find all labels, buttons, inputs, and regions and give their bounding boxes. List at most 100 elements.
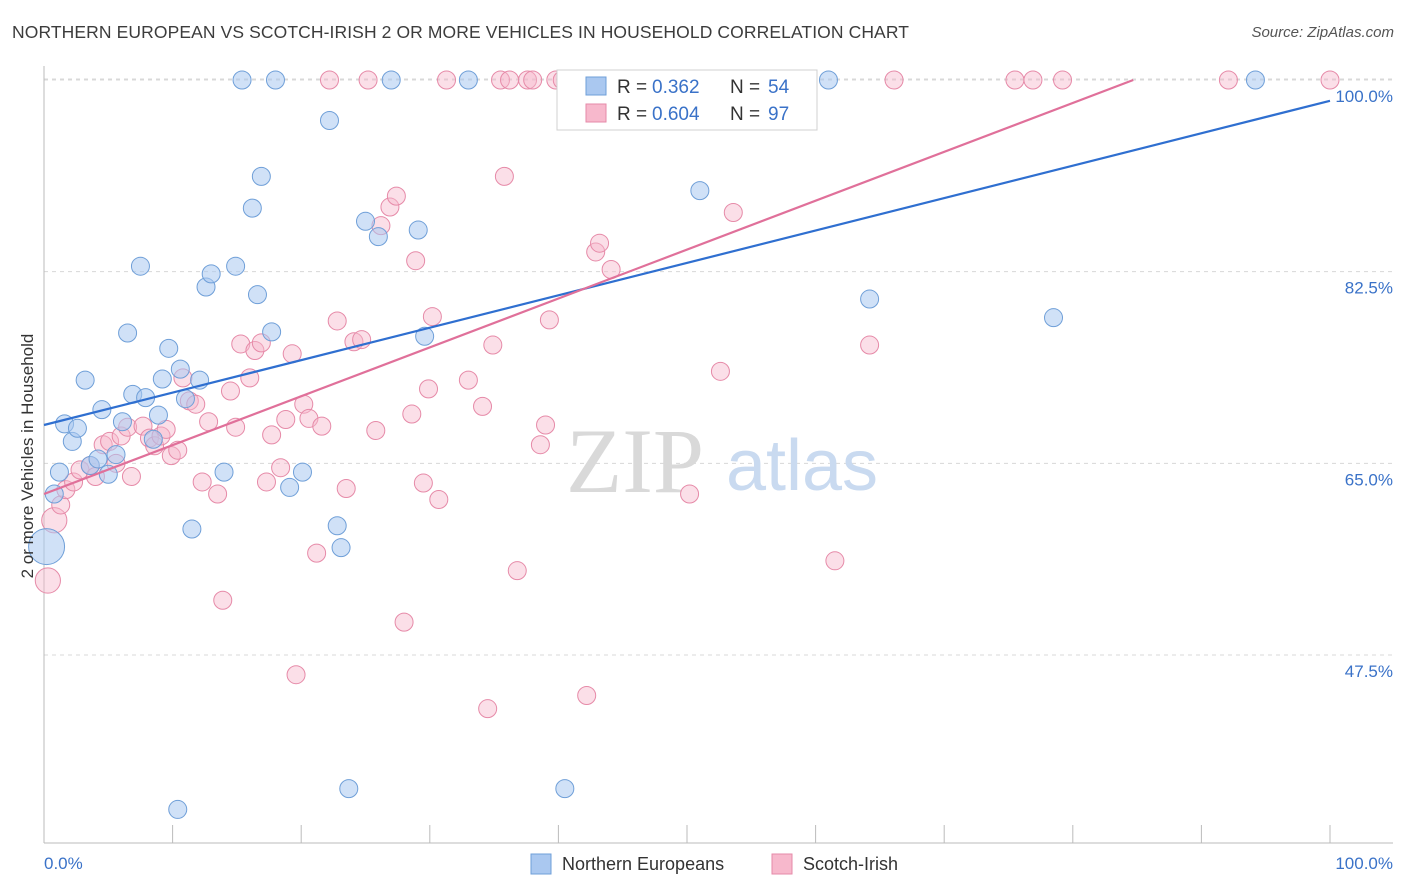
data-point — [319, 70, 339, 90]
data-point — [884, 70, 904, 90]
data-point — [133, 416, 153, 436]
data-point — [256, 472, 276, 492]
data-point — [437, 70, 457, 90]
data-point — [121, 466, 141, 486]
data-point — [723, 203, 743, 223]
data-point — [276, 410, 296, 430]
data-point — [336, 479, 356, 499]
trend-line-northern-europeans — [43, 99, 1331, 427]
legend-n-label-1: N = — [730, 77, 760, 98]
data-point — [860, 335, 880, 355]
data-point — [319, 111, 339, 131]
legend-r-label-2: R = — [617, 104, 647, 125]
northern-europeans-points — [28, 70, 1265, 819]
data-point — [366, 420, 386, 440]
data-point — [170, 359, 190, 379]
bottom-legend-label-northern-europeans: Northern Europeans — [562, 854, 724, 874]
data-point — [265, 70, 285, 90]
legend-n-value-2: 97 — [768, 104, 789, 125]
trend-lines — [43, 78, 1331, 496]
data-point — [168, 799, 188, 819]
data-point — [539, 310, 559, 330]
data-point — [192, 472, 212, 492]
data-point — [358, 70, 378, 90]
scotch-irish-points — [34, 70, 1340, 719]
data-point — [232, 70, 252, 90]
watermark: ZIP atlas — [566, 410, 878, 512]
data-point — [402, 404, 422, 424]
data-point — [262, 425, 282, 445]
data-point — [292, 462, 312, 482]
data-point — [1053, 70, 1073, 90]
data-point — [327, 516, 347, 536]
bottom-legend-label-scotch-irish: Scotch-Irish — [803, 854, 898, 874]
data-point — [286, 665, 306, 685]
data-point — [1044, 308, 1064, 328]
data-point — [280, 477, 300, 497]
stats-legend: R = 0.362 N = 54 R = 0.604 N = 97 — [556, 69, 818, 131]
data-point — [368, 227, 388, 247]
data-point — [220, 381, 240, 401]
data-point — [478, 699, 498, 719]
data-point — [413, 473, 433, 493]
legend-n-value-1: 54 — [768, 77, 790, 98]
data-point — [825, 551, 845, 571]
legend-swatch-scotch-irish — [585, 103, 607, 123]
x-tick-label-min: 0.0% — [44, 854, 83, 873]
data-point — [415, 326, 435, 346]
series-legend: Northern Europeans Scotch-Irish — [530, 853, 898, 875]
trend-line-scotch-irish — [43, 78, 1134, 496]
data-point — [536, 415, 556, 435]
data-point — [182, 519, 202, 539]
data-point — [98, 464, 118, 484]
data-point — [49, 462, 69, 482]
data-point — [422, 307, 442, 327]
data-point — [419, 379, 439, 399]
data-point — [251, 166, 271, 186]
legend-r-value-2: 0.604 — [652, 104, 700, 125]
data-point — [152, 369, 172, 389]
data-point — [34, 567, 61, 594]
bottom-legend-swatch-scotch-irish — [771, 853, 793, 875]
data-point — [458, 370, 478, 390]
y-axis-label: 2 or more Vehicles in Household — [18, 334, 37, 579]
chart-title: NORTHERN EUROPEAN VS SCOTCH-IRISH 2 OR M… — [12, 22, 910, 42]
data-point — [242, 198, 262, 218]
data-point — [327, 311, 347, 331]
data-point — [1005, 70, 1025, 90]
data-point — [67, 418, 87, 438]
data-point — [175, 389, 195, 409]
data-point — [523, 70, 543, 90]
data-point — [214, 462, 234, 482]
data-point — [339, 779, 359, 799]
data-point — [356, 211, 375, 231]
data-point — [331, 538, 351, 558]
data-point — [1245, 70, 1265, 90]
data-point — [555, 779, 575, 799]
data-point — [130, 256, 150, 276]
data-point — [118, 323, 138, 343]
data-point — [680, 484, 700, 504]
data-point — [408, 220, 428, 240]
y-tick-label: 47.5% — [1345, 662, 1393, 681]
data-point — [507, 561, 527, 581]
data-point — [381, 70, 401, 90]
data-point — [818, 70, 838, 90]
data-point — [262, 322, 282, 342]
source-credit: Source: ZipAtlas.com — [1251, 24, 1394, 41]
data-point — [483, 335, 503, 355]
data-point — [530, 435, 550, 455]
data-point — [577, 686, 597, 706]
data-point — [88, 449, 108, 469]
x-tick-label-max: 100.0% — [1335, 854, 1393, 873]
data-point — [500, 70, 520, 90]
data-point — [312, 416, 332, 436]
data-point — [201, 264, 221, 284]
data-point — [159, 338, 179, 358]
watermark-atlas: atlas — [726, 426, 878, 506]
data-point — [231, 334, 251, 354]
legend-r-label-1: R = — [617, 77, 647, 98]
data-point — [386, 186, 406, 206]
data-point — [473, 396, 493, 416]
